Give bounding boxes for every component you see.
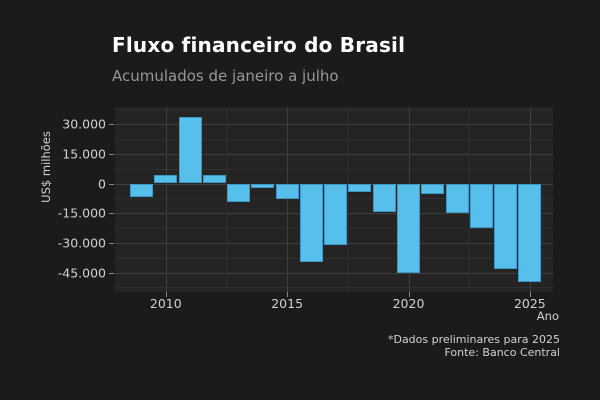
y-tick-mark: [109, 124, 114, 126]
y-gridline-minor: [115, 257, 553, 259]
y-gridline-minor: [115, 168, 553, 170]
bar-2015: [275, 183, 299, 199]
bar-2010: [154, 175, 178, 184]
bar-2009: [130, 183, 154, 197]
bar-2020: [397, 183, 420, 273]
x-tick-mark: [408, 292, 410, 297]
y-tick-mark: [109, 213, 114, 215]
y-tick-label: 0: [98, 176, 106, 191]
x-gridline-minor: [226, 107, 228, 292]
y-gridline-major: [115, 153, 553, 155]
x-tick-mark: [165, 292, 167, 297]
x-tick-label: 2010: [149, 296, 182, 311]
x-gridline-minor: [347, 107, 349, 292]
bar-2017: [324, 183, 348, 246]
x-gridline-major: [165, 107, 167, 292]
footnote-preliminary: *Dados preliminares para 2025: [387, 333, 560, 346]
bar-2025: [518, 183, 542, 283]
y-axis-title: US$ milhões: [39, 131, 53, 203]
y-tick-label: -15.000: [57, 205, 106, 221]
x-tick-mark: [287, 292, 289, 297]
bar-2023: [469, 183, 493, 228]
x-tick-label: 2015: [271, 296, 304, 311]
x-tick-mark: [529, 292, 531, 297]
bar-2024: [494, 183, 518, 269]
x-axis-title: Ano: [536, 309, 559, 323]
y-tick-label: -30.000: [57, 235, 106, 251]
chart-subtitle: Acumulados de janeiro a julho: [112, 67, 339, 85]
bar-2012: [202, 175, 226, 184]
bar-2014: [251, 183, 275, 189]
plot-panel: [115, 107, 553, 292]
bar-2022: [445, 183, 469, 214]
y-tick-label: 15.000: [62, 146, 106, 162]
y-tick-mark: [109, 272, 114, 274]
bar-2021: [421, 183, 445, 194]
x-gridline-minor: [469, 107, 471, 292]
y-tick-mark: [109, 242, 114, 244]
bar-2018: [348, 183, 372, 193]
y-tick-label: 30.000: [62, 116, 106, 132]
bar-2011: [178, 116, 202, 184]
y-tick-label: -45.000: [57, 265, 106, 281]
y-gridline-major: [115, 124, 553, 126]
bar-2013: [227, 183, 251, 202]
y-gridline-minor: [115, 109, 553, 111]
bar-2019: [372, 183, 396, 212]
x-tick-label: 2025: [513, 296, 546, 311]
y-gridline-minor: [115, 138, 553, 140]
bar-2016: [299, 183, 323, 263]
chart-title: Fluxo financeiro do Brasil: [112, 33, 406, 57]
y-tick-mark: [109, 183, 114, 185]
y-gridline-minor: [115, 287, 553, 289]
x-gridline-major: [287, 107, 289, 292]
footnote-source: Fonte: Banco Central: [444, 346, 560, 359]
y-tick-mark: [109, 153, 114, 155]
x-tick-label: 2020: [392, 296, 425, 311]
y-gridline-major: [115, 272, 553, 274]
